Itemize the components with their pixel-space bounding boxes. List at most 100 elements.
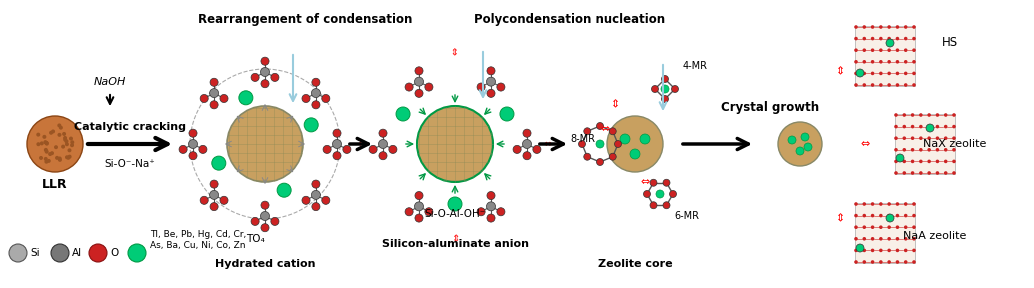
Text: Polycondensation nucleation: Polycondensation nucleation <box>475 14 666 26</box>
Circle shape <box>887 60 891 64</box>
Circle shape <box>912 202 916 206</box>
Circle shape <box>425 208 433 216</box>
Circle shape <box>854 260 858 264</box>
Circle shape <box>871 226 875 229</box>
Circle shape <box>919 137 922 140</box>
Circle shape <box>895 260 900 264</box>
Circle shape <box>903 137 906 140</box>
Circle shape <box>879 202 883 206</box>
Text: ⇔: ⇔ <box>837 64 847 74</box>
Circle shape <box>487 89 495 97</box>
Circle shape <box>66 156 70 160</box>
Circle shape <box>584 153 590 160</box>
Circle shape <box>415 214 423 222</box>
Circle shape <box>227 106 303 182</box>
Circle shape <box>251 73 260 82</box>
Circle shape <box>650 202 657 209</box>
Circle shape <box>43 140 48 144</box>
Circle shape <box>927 148 931 151</box>
Circle shape <box>39 156 43 160</box>
Circle shape <box>912 249 916 252</box>
Circle shape <box>895 25 900 29</box>
Circle shape <box>952 125 955 128</box>
Circle shape <box>919 148 922 151</box>
Circle shape <box>854 226 858 229</box>
Circle shape <box>919 125 922 128</box>
Circle shape <box>903 171 906 175</box>
Circle shape <box>862 214 866 217</box>
Circle shape <box>43 157 48 161</box>
Circle shape <box>854 25 858 29</box>
Text: TO₄: TO₄ <box>246 234 265 244</box>
Circle shape <box>887 25 891 29</box>
Circle shape <box>904 48 908 52</box>
Circle shape <box>862 60 866 64</box>
Circle shape <box>944 113 947 117</box>
Circle shape <box>854 249 858 252</box>
Circle shape <box>271 73 279 82</box>
Circle shape <box>89 244 107 262</box>
Circle shape <box>871 202 875 206</box>
Circle shape <box>796 147 804 155</box>
Circle shape <box>879 260 883 264</box>
Circle shape <box>63 138 67 142</box>
Circle shape <box>801 133 809 141</box>
Circle shape <box>862 226 866 229</box>
Circle shape <box>523 152 531 160</box>
Circle shape <box>210 78 218 86</box>
Circle shape <box>854 60 858 64</box>
Circle shape <box>904 202 908 206</box>
Circle shape <box>904 214 908 217</box>
Circle shape <box>936 113 939 117</box>
Circle shape <box>894 148 898 151</box>
Circle shape <box>302 196 310 204</box>
Circle shape <box>650 179 657 186</box>
Text: LLR: LLR <box>42 177 68 190</box>
Circle shape <box>47 159 51 163</box>
Circle shape <box>614 141 621 147</box>
Circle shape <box>425 83 433 91</box>
Text: ⇔: ⇔ <box>450 233 460 241</box>
Circle shape <box>42 135 47 139</box>
Circle shape <box>9 244 27 262</box>
Circle shape <box>513 145 521 154</box>
Circle shape <box>903 113 906 117</box>
Circle shape <box>904 72 908 75</box>
Circle shape <box>879 83 883 87</box>
Text: NaX zeolite: NaX zeolite <box>923 139 986 149</box>
Circle shape <box>220 94 229 103</box>
Circle shape <box>179 145 187 154</box>
Circle shape <box>39 141 43 145</box>
Text: Catalytic cracking: Catalytic cracking <box>74 122 186 132</box>
FancyBboxPatch shape <box>855 203 915 263</box>
Circle shape <box>879 249 883 252</box>
Circle shape <box>944 125 947 128</box>
Circle shape <box>500 107 514 121</box>
Circle shape <box>210 180 218 188</box>
Circle shape <box>871 249 875 252</box>
Circle shape <box>862 37 866 40</box>
Circle shape <box>895 83 900 87</box>
Circle shape <box>477 208 485 216</box>
Circle shape <box>912 48 916 52</box>
Circle shape <box>944 160 947 163</box>
Text: ⇔: ⇔ <box>837 211 847 221</box>
Circle shape <box>871 25 875 29</box>
Circle shape <box>210 190 218 199</box>
Circle shape <box>894 113 898 117</box>
Circle shape <box>323 145 331 154</box>
Circle shape <box>862 83 866 87</box>
Circle shape <box>487 67 495 75</box>
Circle shape <box>911 160 914 163</box>
Circle shape <box>854 72 858 75</box>
Circle shape <box>862 72 866 75</box>
Circle shape <box>61 145 65 149</box>
Circle shape <box>887 202 891 206</box>
Circle shape <box>487 77 495 86</box>
Circle shape <box>389 145 397 154</box>
Circle shape <box>415 89 423 97</box>
Circle shape <box>944 137 947 140</box>
Circle shape <box>49 152 52 156</box>
Circle shape <box>522 139 531 149</box>
Circle shape <box>220 196 229 204</box>
